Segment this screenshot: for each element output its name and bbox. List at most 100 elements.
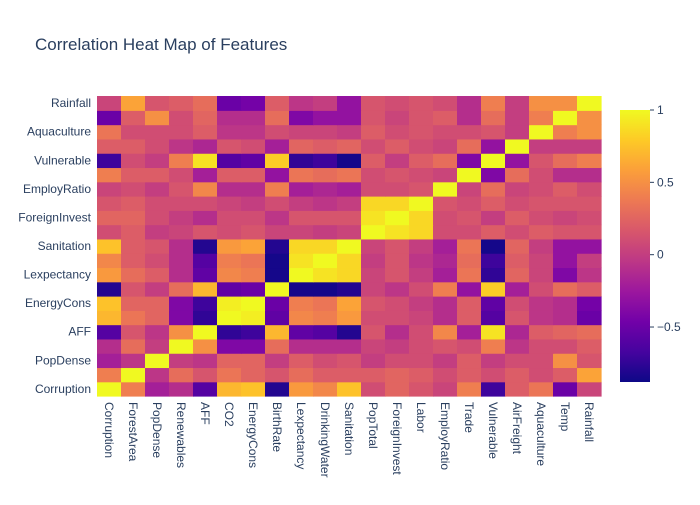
heatmap-cell [169,196,194,211]
heatmap-cell [553,96,578,111]
heatmap-cell [265,153,290,169]
heatmap-cell [409,310,434,326]
heatmap-cell [313,381,338,397]
heatmap-cell [361,296,386,311]
heatmap-cell [577,267,602,283]
heatmap-cell [529,324,554,340]
heatmap-cell [145,196,170,211]
heatmap-cell [289,196,314,211]
heatmap-cell [505,96,530,111]
heatmap-cell [145,281,170,297]
heatmap-cell [241,324,266,340]
heatmap-cell [433,353,458,369]
heatmap-cell [193,310,218,326]
heatmap-cell [97,267,122,283]
heatmap-cell [529,267,554,283]
heatmap-cell [385,310,410,326]
heatmap-cell [265,96,290,111]
heatmap-cell [577,181,602,197]
heatmap-cell [217,181,242,197]
heatmap-cell [505,353,530,369]
colorbar-tick-label: 0.5 [657,175,674,189]
heatmap-cell [481,367,506,383]
heatmap-cell [265,381,290,397]
heatmap-cell [145,267,170,283]
heatmap-cell [265,324,290,340]
heatmap-cell [481,196,506,211]
heatmap-cell [145,296,170,311]
heatmap-cell [481,296,506,311]
heatmap-cell [577,381,602,397]
heatmap-cell [121,196,146,211]
heatmap-cell [457,110,482,126]
heatmap-cell [433,153,458,169]
heatmap-cell [97,210,122,226]
heatmap-cell [361,138,386,154]
heatmap-cell [481,353,506,369]
x-tick-label: ForeignInvest [390,402,404,475]
heatmap-cell [241,296,266,311]
heatmap-cell [481,96,506,111]
heatmap-cell [289,138,314,154]
heatmap-cell [553,224,578,240]
heatmap-cell [289,96,314,111]
heatmap-cell [553,353,578,369]
heatmap-cell [457,224,482,240]
heatmap-cell [145,367,170,383]
heatmap-cell [409,281,434,297]
heatmap-cell [337,167,362,183]
heatmap-cell [337,110,362,126]
heatmap-cell [289,210,314,226]
heatmap-cell [97,353,122,369]
heatmap-cell [577,210,602,226]
heatmap-cell [409,267,434,283]
y-tick-label: Vulnerable [34,153,91,167]
heatmap-cell [265,353,290,369]
heatmap-cell [265,210,290,226]
heatmap-cell [433,381,458,397]
x-axis-tick-labels: Corruption ForestArea PopDense Renewables AF… [102,402,596,478]
heatmap-cell [385,124,410,140]
heatmap-cell [193,196,218,211]
x-tick-label: Lexpectancy [294,402,308,469]
heatmap-cell [457,281,482,297]
heatmap-cell [289,324,314,340]
heatmap-cell [265,238,290,254]
heatmap-cell [529,196,554,211]
heatmap-cell [169,381,194,397]
x-tick-label: Aquaculture [534,402,548,466]
heatmap-cell [337,367,362,383]
heatmap-cell [289,238,314,254]
heatmap-cell [241,181,266,197]
heatmap-cell [433,224,458,240]
heatmap-cell [361,238,386,254]
heatmap-cell [217,153,242,169]
heatmap-cell [217,310,242,326]
heatmap-cell [217,367,242,383]
heatmap-cell [241,281,266,297]
heatmap-cell [313,124,338,140]
heatmap-cell [193,110,218,126]
heatmap-cell [457,196,482,211]
heatmap-cell [97,224,122,240]
chart-title: Correlation Heat Map of Features [35,35,287,54]
heatmap-cell [577,324,602,340]
heatmap-cell [529,138,554,154]
heatmap-cell [553,153,578,169]
heatmap-cell [361,181,386,197]
heatmap-cell [313,324,338,340]
heatmap-cell [169,153,194,169]
heatmap-cell [313,224,338,240]
heatmap-cell [121,281,146,297]
heatmap-cell [289,110,314,126]
heatmap-cell [433,110,458,126]
heatmap-cell [337,267,362,283]
heatmap-cell [577,138,602,154]
x-tick-label: Rainfall [582,402,596,442]
heatmap-cell [265,253,290,269]
heatmap-cell [145,167,170,183]
heatmap-cell [337,353,362,369]
heatmap-cell [505,338,530,354]
heatmap-cell [193,267,218,283]
heatmap-cell [265,281,290,297]
